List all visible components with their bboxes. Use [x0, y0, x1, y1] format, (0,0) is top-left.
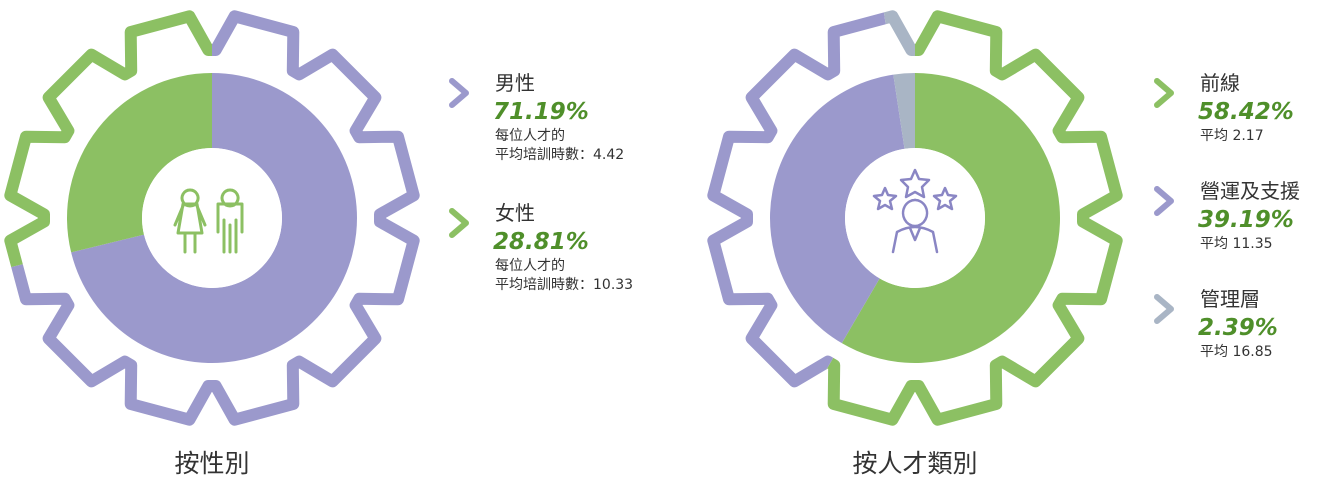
- annotation: 平均 2.17: [1200, 128, 1264, 144]
- legend-label: 女性: [495, 201, 535, 225]
- donut-segment: [841, 73, 1060, 363]
- donut-segment: [71, 73, 358, 364]
- legend-label: 前線: [1200, 71, 1240, 95]
- icon: [216, 188, 244, 254]
- annotation: 每位人才的: [495, 258, 565, 274]
- donut-segment: [66, 73, 212, 253]
- annotation: 平均培訓時數：10.33: [495, 277, 633, 293]
- legend-chevron: [1154, 78, 1174, 108]
- annotation: 平均 11.35: [1200, 236, 1273, 252]
- legend-label: 男性: [495, 71, 535, 95]
- value-label: 2.39%: [1198, 315, 1278, 341]
- annotation: 每位人才的: [495, 128, 565, 144]
- gear-outline: [783, 10, 1123, 426]
- legend-chevron: [449, 78, 469, 108]
- value-label: 71.19%: [493, 99, 589, 125]
- icon: [891, 198, 939, 254]
- value-label: 39.19%: [1198, 207, 1294, 233]
- icon: [872, 186, 898, 211]
- annotation: 平均培訓時數：4.42: [495, 147, 624, 163]
- donut-segment: [770, 74, 905, 344]
- legend-chevron: [449, 208, 469, 238]
- icon: [932, 186, 958, 211]
- chart-title: 按人才類別: [852, 449, 977, 477]
- icon: [173, 188, 207, 254]
- chart-title: 按性別: [174, 449, 249, 477]
- legend-chevron: [1154, 186, 1174, 216]
- value-label: 28.81%: [493, 229, 589, 255]
- center-circle: [845, 148, 985, 288]
- legend-chevron: [1154, 294, 1174, 324]
- legend-label: 營運及支援: [1200, 179, 1300, 203]
- annotation: 平均 16.85: [1200, 344, 1273, 360]
- center-circle: [142, 148, 282, 288]
- donut-segment: [893, 73, 915, 149]
- legend-label: 管理層: [1200, 287, 1260, 311]
- value-label: 58.42%: [1198, 99, 1294, 125]
- gear-outline: [4, 10, 213, 280]
- icon: [899, 168, 931, 199]
